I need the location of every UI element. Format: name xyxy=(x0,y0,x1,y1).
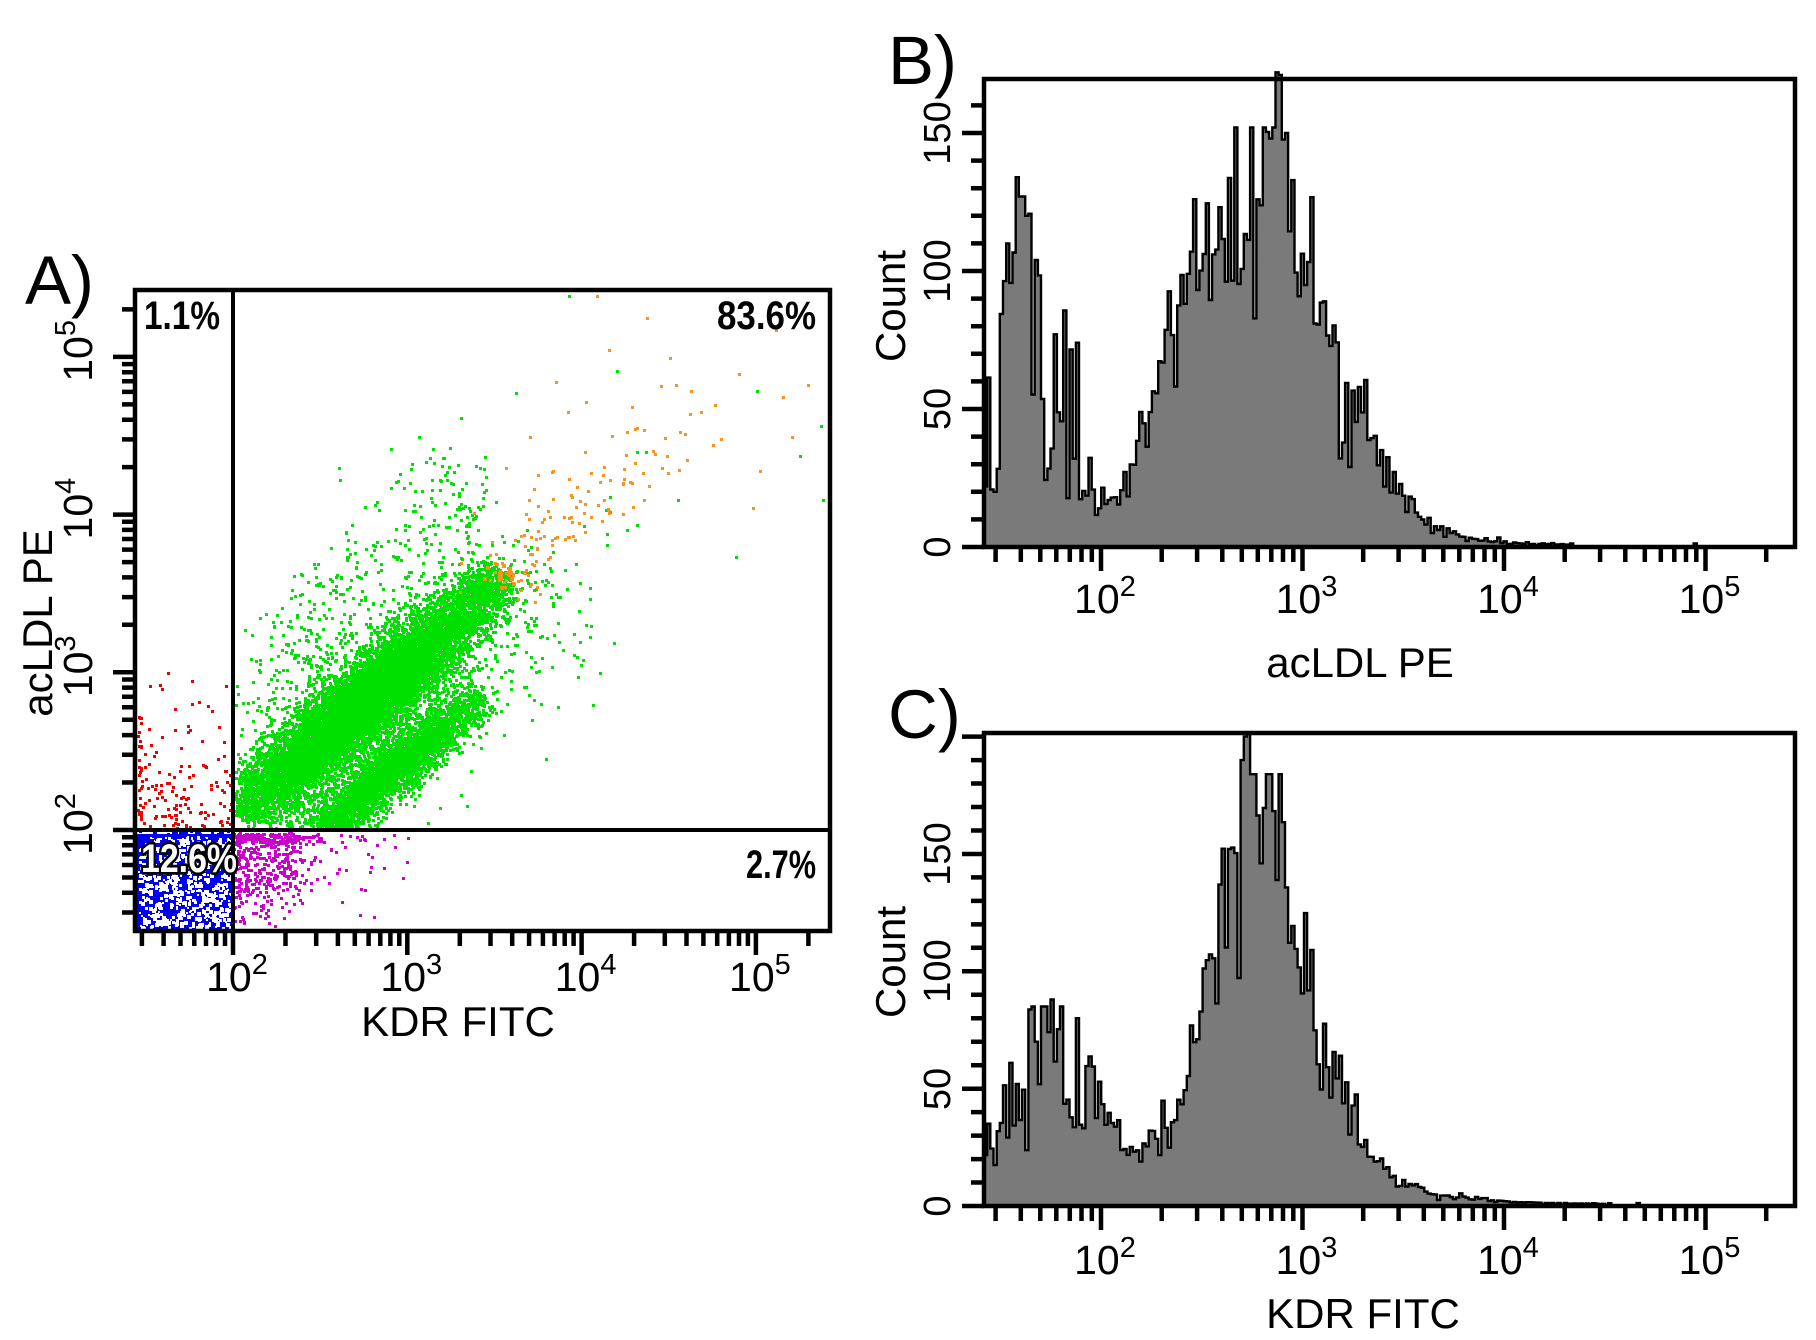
svg-text:KDR FITC: KDR FITC xyxy=(361,998,555,1045)
svg-text:104: 104 xyxy=(1477,571,1539,622)
svg-text:100: 100 xyxy=(917,239,959,302)
svg-text:Count: Count xyxy=(867,250,914,362)
svg-text:102: 102 xyxy=(206,949,268,1000)
svg-text:102: 102 xyxy=(1074,1232,1136,1283)
svg-text:Count: Count xyxy=(867,906,914,1018)
svg-text:acLDL PE: acLDL PE xyxy=(1266,639,1454,686)
svg-text:12.6%: 12.6% xyxy=(141,837,237,881)
svg-text:50: 50 xyxy=(917,1068,959,1110)
svg-text:KDR FITC: KDR FITC xyxy=(1266,1290,1460,1337)
svg-text:A): A) xyxy=(25,242,94,319)
svg-text:103: 103 xyxy=(1276,1232,1338,1283)
svg-text:100: 100 xyxy=(917,939,959,1002)
svg-text:150: 150 xyxy=(917,822,959,885)
svg-text:C): C) xyxy=(888,676,961,753)
svg-text:0: 0 xyxy=(917,536,959,557)
svg-text:2.7%: 2.7% xyxy=(746,843,816,887)
svg-text:B): B) xyxy=(888,22,957,99)
svg-text:83.6%: 83.6% xyxy=(717,294,816,338)
svg-text:50: 50 xyxy=(917,388,959,430)
svg-text:acLDL PE: acLDL PE xyxy=(14,529,61,717)
svg-text:1.1%: 1.1% xyxy=(144,294,220,338)
svg-text:0: 0 xyxy=(917,1195,959,1216)
svg-text:150: 150 xyxy=(917,101,959,164)
